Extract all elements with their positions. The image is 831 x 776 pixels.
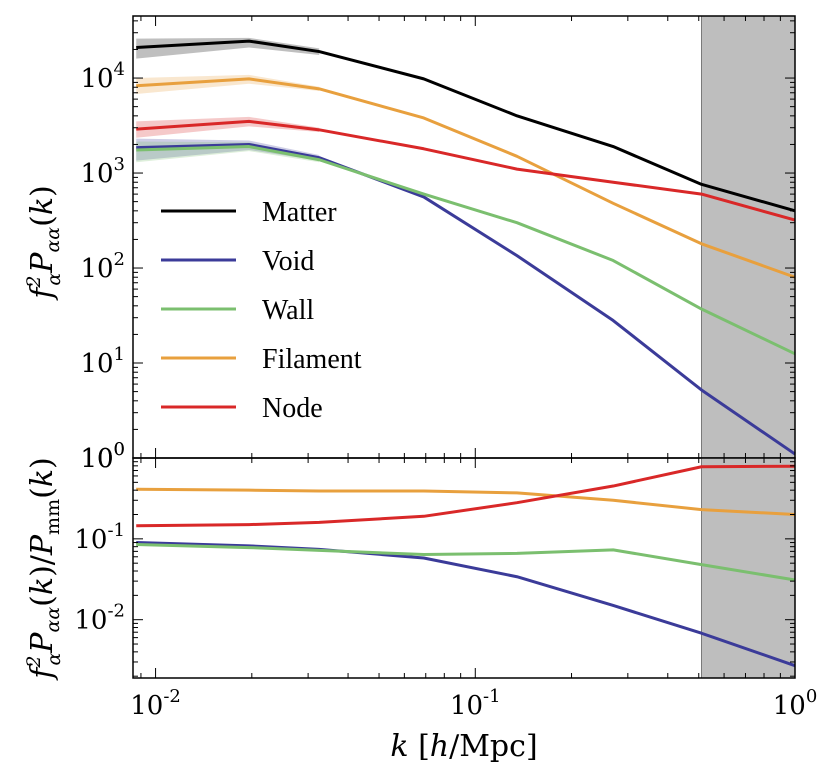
y-tick-label: 100 (80, 439, 125, 474)
band-node (136, 116, 320, 138)
legend-label: Node (262, 393, 323, 424)
y-tick-label: 103 (80, 154, 125, 189)
series-line-node (136, 464, 796, 528)
top-ylabel: f2αPαα(k) (23, 185, 65, 301)
y-tick-label: 102 (80, 249, 125, 284)
x-tick-label: 10-2 (130, 686, 181, 721)
series-line-void (136, 541, 796, 668)
series-line-filament (136, 487, 796, 517)
band-void (136, 138, 320, 161)
y-tick-label: 101 (80, 344, 125, 379)
top-panel: 100 101 102 103 104 Matter Void Wall Filament Nod… (80, 15, 796, 474)
axes-frame (132, 457, 796, 679)
series-line-matter (136, 39, 796, 213)
y-tick-label: 104 (80, 59, 125, 94)
legend-label: Matter (262, 197, 337, 228)
band-filament (136, 74, 320, 94)
shaded-region (701, 15, 796, 459)
band-matter (136, 37, 320, 59)
xlabel: k [h/Mpc] (390, 729, 537, 764)
y-tick-label: 100 (80, 439, 125, 474)
y-tick-label: 10-1 (74, 520, 125, 555)
series-line-filament (136, 77, 796, 279)
legend: Matter Void Wall Filament Node (161, 197, 362, 424)
series-line-node (136, 119, 796, 222)
legend-label: Filament (262, 344, 362, 375)
series-line-wall (136, 145, 796, 356)
y-tick-label: 10-2 (74, 601, 125, 636)
bottom-panel: 100 10-1 10-2 10-2 10-1 100 (74, 439, 817, 721)
legend-label: Wall (262, 295, 314, 326)
bottom-ylabel: f2αPαα(k)/Pmm(k) (23, 457, 65, 680)
x-tick-label: 10-1 (450, 686, 501, 721)
series-line-void (136, 142, 796, 456)
axis-labels: f2αPαα(k) f2αPαα(k)/Pmm(k) k [h/Mpc] (23, 185, 538, 764)
legend-label: Void (262, 246, 314, 277)
series-line-wall (136, 543, 796, 582)
x-tick-label: 100 (773, 686, 818, 721)
